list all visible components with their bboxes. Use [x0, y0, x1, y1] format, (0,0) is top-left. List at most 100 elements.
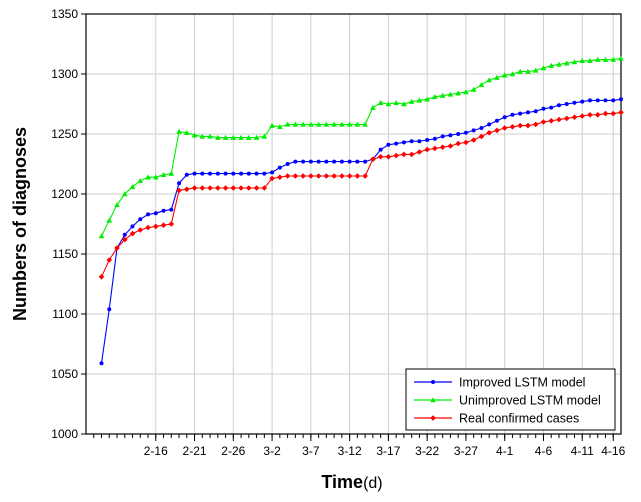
data-point [463, 139, 469, 146]
data-point [300, 173, 306, 179]
plot-frame [85, 13, 622, 435]
x-tick-label: 4-6 [535, 444, 553, 458]
data-point [168, 170, 175, 176]
data-point [416, 149, 423, 155]
data-point [439, 144, 446, 150]
data-point [385, 154, 392, 160]
data-point [618, 109, 624, 116]
data-point [238, 134, 244, 140]
data-point [571, 59, 578, 65]
data-point [107, 307, 112, 312]
data-point [540, 65, 547, 71]
data-point [239, 171, 244, 176]
data-point [238, 185, 244, 191]
data-point [332, 159, 337, 164]
data-point [393, 100, 399, 106]
data-point [146, 212, 151, 217]
x-tick-label: 2-16 [144, 444, 168, 458]
y-tick-label: 1000 [51, 427, 78, 441]
data-point [246, 185, 252, 191]
data-point [487, 122, 492, 127]
data-point [137, 227, 144, 233]
data-point [331, 173, 337, 179]
data-point [409, 139, 414, 144]
data-point [417, 139, 422, 144]
data-point [463, 130, 468, 135]
data-point [354, 173, 361, 179]
legend-marker [430, 415, 436, 421]
series-0 [99, 97, 623, 366]
data-point [540, 119, 547, 125]
y-tick-label: 1300 [51, 67, 78, 81]
data-point [315, 121, 322, 127]
data-point [222, 185, 229, 191]
data-point [479, 126, 484, 130]
data-point [191, 185, 198, 191]
legend-label: Improved LSTM model [459, 376, 585, 390]
data-point [595, 98, 600, 103]
data-point [192, 171, 197, 176]
data-point [346, 173, 353, 179]
data-point [130, 224, 135, 229]
data-point [502, 115, 507, 120]
data-point [377, 154, 384, 160]
y-tick-label: 1250 [51, 127, 78, 141]
data-point [478, 82, 485, 88]
data-point [548, 62, 555, 68]
data-point [215, 171, 220, 176]
x-tick-label: 3-12 [338, 444, 362, 458]
data-point [177, 181, 182, 186]
axis-ticks: 1000 1050 1100 1150 1200 1250 1300 1350 2-16 2-21… [51, 7, 625, 458]
data-point [315, 173, 322, 179]
data-point [563, 60, 570, 66]
data-point [533, 109, 538, 114]
data-point [215, 185, 221, 191]
data-point [401, 151, 407, 158]
y-tick-label: 1150 [52, 247, 78, 261]
data-point [587, 58, 593, 64]
data-point [416, 97, 423, 103]
data-point [456, 132, 461, 136]
data-point [455, 140, 461, 147]
data-point [223, 171, 228, 176]
data-point [610, 110, 617, 117]
data-point [486, 77, 492, 83]
x-axis-title-bold: Time [321, 472, 363, 492]
data-point [572, 100, 577, 105]
data-point [363, 159, 368, 164]
x-axis-title-unit: (d) [363, 475, 383, 492]
series-1 [98, 55, 624, 239]
data-point [152, 174, 159, 180]
data-point [308, 159, 313, 164]
data-point [230, 134, 237, 140]
data-point [138, 217, 143, 222]
data-point [246, 134, 252, 140]
data-point [471, 128, 476, 133]
data-point [394, 141, 399, 146]
data-point [339, 159, 344, 164]
data-point [455, 90, 461, 96]
data-point [354, 121, 361, 127]
data-point [191, 132, 198, 138]
data-point [448, 133, 453, 138]
data-point [447, 91, 454, 97]
data-point [207, 133, 213, 139]
data-point [269, 122, 275, 128]
data-point [518, 111, 523, 116]
data-point [208, 171, 213, 176]
data-point [277, 165, 282, 170]
data-point [408, 151, 415, 158]
y-tick-label: 1050 [51, 367, 78, 381]
data-point [501, 125, 508, 131]
data-point [300, 121, 306, 127]
y-tick-label: 1200 [51, 187, 78, 201]
data-point [517, 68, 524, 74]
data-point [222, 134, 229, 140]
data-point [525, 68, 531, 74]
data-point [160, 172, 167, 178]
data-point [253, 134, 260, 140]
data-point [152, 223, 159, 230]
x-tick-label: 3-27 [454, 444, 478, 458]
